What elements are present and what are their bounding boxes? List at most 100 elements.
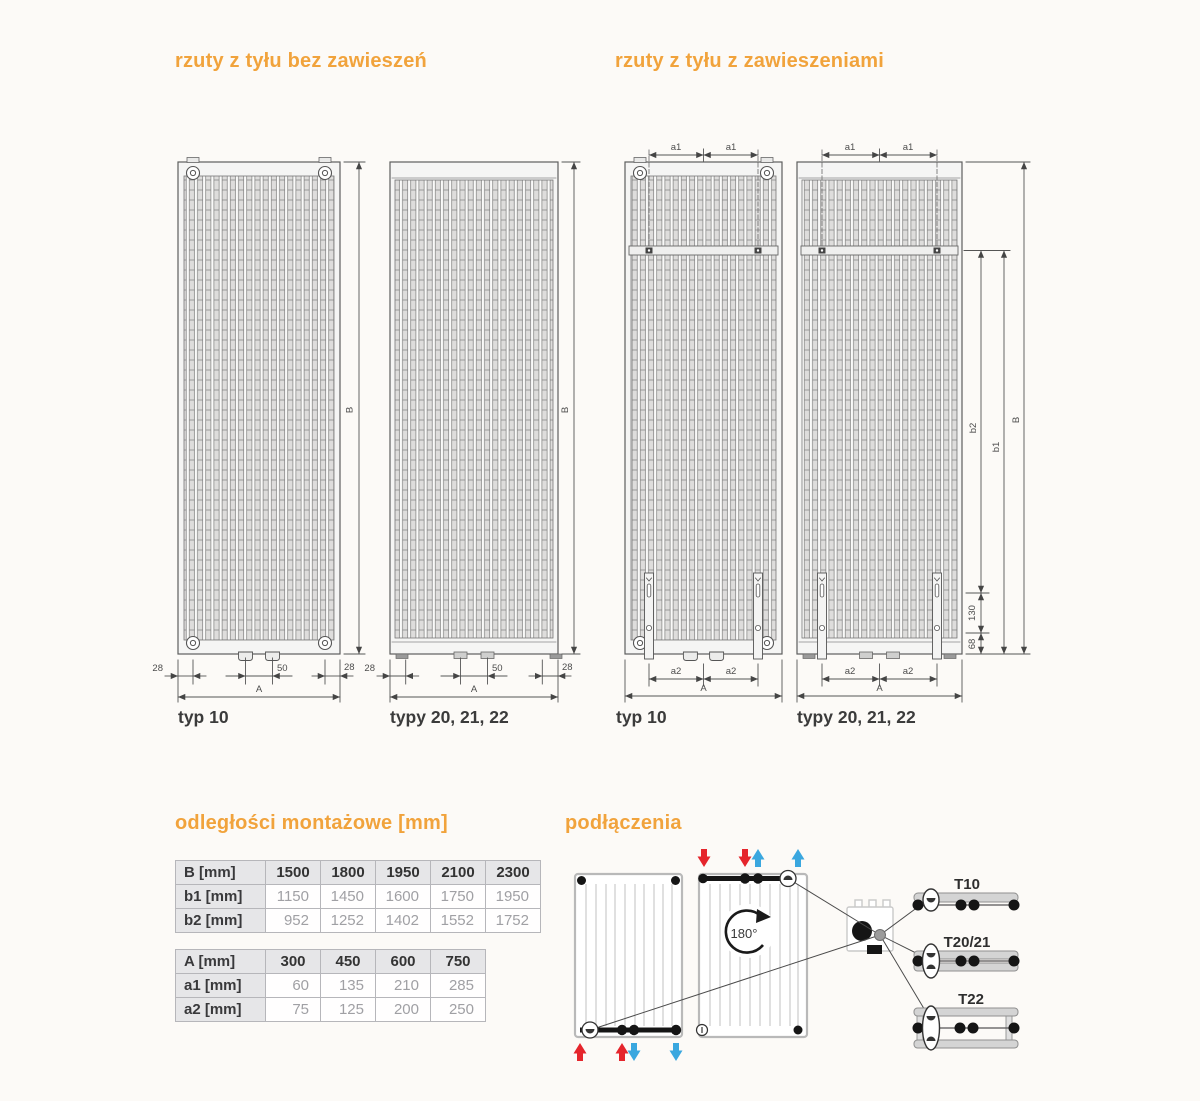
rotation-label: 180° (731, 926, 758, 941)
dim-label-A: A (876, 683, 883, 694)
dim-label-b1: b1 (991, 442, 1002, 453)
radiator-typ20-rear-no-hangers: B 28 50 28 (364, 161, 581, 727)
dim-label-B: B (560, 407, 571, 413)
table-col-value: 300 (265, 949, 321, 974)
label-typ20: typy 20, 21, 22 (390, 707, 509, 727)
dim-label-a2: a2 (903, 666, 914, 677)
valve-body (852, 921, 872, 941)
table-col-value: 1950 (375, 860, 431, 885)
dim-label-28-left: 28 (152, 663, 163, 674)
table-cell-value: 135 (320, 973, 376, 998)
dim-bottom-lines (376, 657, 572, 703)
connection-port (616, 1024, 628, 1036)
dim-a2-lines (796, 659, 963, 703)
dim-label-a1: a1 (845, 142, 856, 153)
table-col-value: 2300 (485, 860, 541, 885)
label-typ20: typy 20, 21, 22 (797, 707, 916, 727)
table-cell-value: 1600 (375, 884, 431, 909)
radiator-top-connection-view: 180° (695, 872, 809, 1039)
dim-vertical-lines (963, 161, 1031, 655)
table-cell-value: 952 (265, 908, 321, 933)
heading-mounting-distances: odległości montażowe [mm] (175, 812, 448, 834)
table-cell-value: 200 (375, 997, 431, 1022)
mounting-distance-tables: B [mm] 1500 1800 1950 2100 2300 b1 [mm] 1150 145… (175, 860, 541, 1022)
table-row-label: b1 [mm] (175, 884, 266, 909)
dim-label-a2: a2 (671, 666, 682, 677)
table-cell-value: 60 (265, 973, 321, 998)
dim-label-28-right: 28 (344, 662, 355, 673)
supply-arrow (573, 1043, 587, 1061)
return-arrow (627, 1043, 641, 1061)
dim-height-B (561, 161, 581, 655)
table-cell-value: 1950 (485, 884, 541, 909)
cross-section-t22: T22 (912, 991, 1020, 1051)
radiator-bottom-connection-view (573, 872, 684, 1039)
heading-rear-views-without-hangers: rzuty z tyłu bez zawieszeń (175, 50, 427, 72)
table-col-value: 1800 (320, 860, 376, 885)
cross-section-t20-21: T20/21 (912, 934, 1020, 979)
table-col-value: 600 (375, 949, 431, 974)
flow-arrows-top (697, 849, 805, 867)
radiator-typ10-rear-no-hangers: B 28 50 28 (152, 157, 366, 727)
dim-label-28-right: 28 (562, 662, 573, 673)
bottom-mounting-rail (644, 572, 654, 660)
table-col-value: 2100 (430, 860, 486, 885)
radiator-fins (801, 179, 958, 639)
supply-arrow (697, 849, 711, 867)
return-arrow (751, 849, 765, 867)
dim-label-b2: b2 (968, 423, 979, 434)
table-cell-value: 1150 (265, 884, 321, 909)
technical-drawings-canvas: B 28 50 28 (152, 142, 1031, 727)
table-cell-value: 1402 (375, 908, 431, 933)
table-horizontal-distances: A [mm] 300 450 600 750 a1 [mm] 60 135 210 285 a2 [… (175, 949, 486, 1022)
table-col-value: 450 (320, 949, 376, 974)
table-cell-value: 1750 (430, 884, 486, 909)
connection-port (739, 873, 751, 884)
dim-label-130: 130 (967, 605, 978, 621)
bottom-connection-tab (453, 651, 468, 659)
table-vertical-distances: B [mm] 1500 1800 1950 2100 2300 b1 [mm] 1150 145… (175, 860, 541, 933)
dim-label-B: B (345, 407, 356, 413)
table-cell-value: 210 (375, 973, 431, 998)
heading-rear-views-with-hangers: rzuty z tyłu z zawieszeniami (615, 50, 885, 72)
dim-bottom-lines (164, 657, 354, 703)
dim-label-a1: a1 (903, 142, 914, 153)
corner-boss (185, 165, 201, 181)
label-typ10: typ 10 (616, 707, 667, 727)
dim-label-68: 68 (967, 639, 978, 650)
dim-label-a1: a1 (671, 142, 682, 153)
table-cell-value: 1252 (320, 908, 376, 933)
table-cell-value: 1752 (485, 908, 541, 933)
radiator-fins (394, 179, 554, 639)
label-t20-21: T20/21 (944, 934, 991, 951)
dim-label-a2: a2 (845, 666, 856, 677)
dim-label-A: A (471, 684, 478, 695)
callout-hub (874, 929, 886, 941)
table-cell-value: 1450 (320, 884, 376, 909)
table-col-value: 1500 (265, 860, 321, 885)
table-cell-value: 1552 (430, 908, 486, 933)
table-row-label: b2 [mm] (175, 908, 266, 933)
radiator-typ10-rear-with-hangers: a1 a1 a2 a2 A typ 10 (616, 142, 783, 727)
dim-label-A: A (700, 683, 707, 694)
dim-label-28-left: 28 (364, 663, 375, 674)
radiator-foot (395, 653, 409, 659)
table-row-header: A [mm] (175, 949, 266, 974)
label-t22: T22 (958, 991, 984, 1008)
table-cell-value: 75 (265, 997, 321, 1022)
dim-label-50: 50 (277, 663, 288, 674)
rotation-180-symbol: 180° (721, 904, 775, 958)
heading-connections: podłączenia (565, 812, 682, 834)
flow-arrows-bottom (573, 1043, 683, 1061)
table-cell-value: 125 (320, 997, 376, 1022)
table-row-label: a1 [mm] (175, 973, 266, 998)
dim-label-A: A (256, 684, 263, 695)
radiator-fins (183, 175, 335, 641)
dim-label-a1: a1 (726, 142, 737, 153)
cross-section-t10: T10 (912, 876, 1020, 912)
dim-a1-lines (821, 148, 938, 162)
dim-label-B: B (1011, 417, 1022, 423)
table-cell-value: 250 (430, 997, 486, 1022)
top-mounting-bracket (628, 245, 779, 256)
connection-port (912, 899, 924, 911)
